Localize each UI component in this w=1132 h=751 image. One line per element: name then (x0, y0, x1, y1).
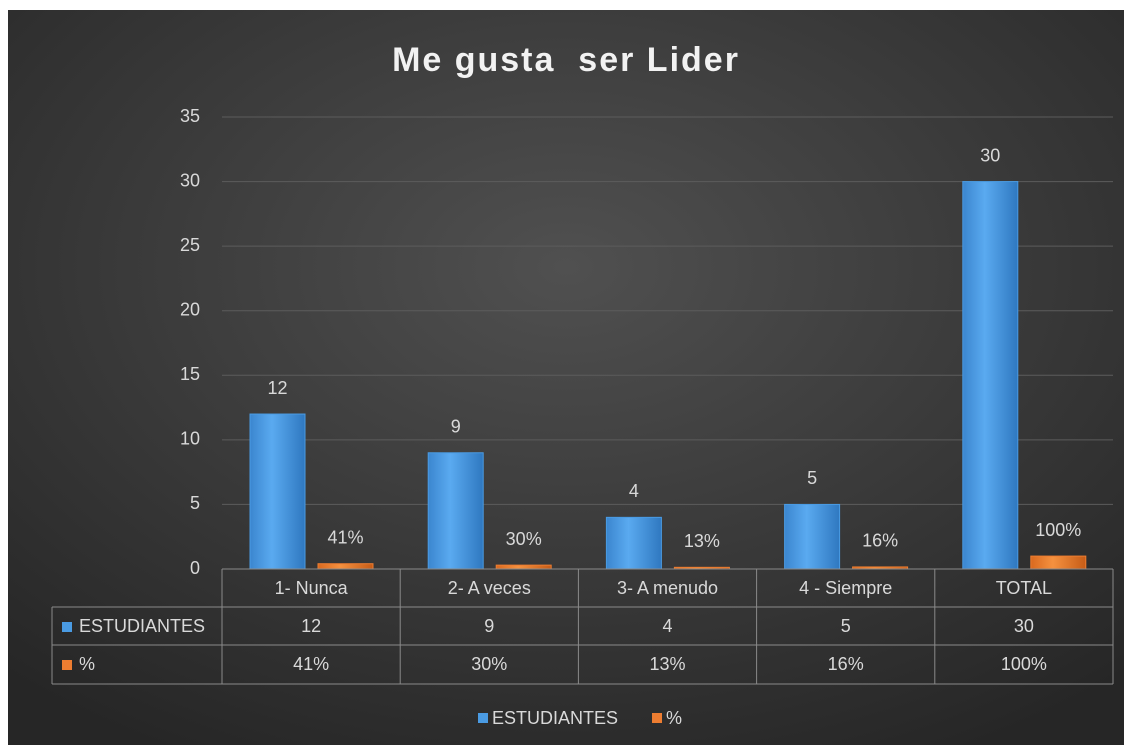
table-row-header: ESTUDIANTES (79, 616, 205, 636)
data-label: 9 (451, 417, 461, 437)
table-cell: 16% (828, 654, 864, 674)
y-tick-label: 25 (180, 235, 200, 255)
table-cell: 100% (1001, 654, 1047, 674)
bar (249, 413, 306, 570)
x-tick-label: TOTAL (996, 578, 1052, 598)
y-tick-label: 10 (180, 429, 200, 449)
y-tick-label: 35 (180, 106, 200, 126)
legend-key (478, 713, 488, 723)
data-label: 4 (629, 481, 639, 501)
table-cell: 30 (1014, 616, 1034, 636)
data-label: 30% (506, 529, 542, 549)
table-cell: 30% (471, 654, 507, 674)
y-tick-label: 30 (180, 170, 200, 190)
chart-background (8, 10, 1124, 745)
data-label: 12 (267, 378, 287, 398)
table-cell: 4 (662, 616, 672, 636)
data-label: 16% (862, 531, 898, 551)
table-cell: 12 (301, 616, 321, 636)
y-tick-label: 20 (180, 299, 200, 319)
y-tick-label: 0 (190, 558, 200, 578)
bar (317, 563, 374, 570)
legend-label: ESTUDIANTES (492, 708, 618, 728)
chart-title: Me gusta ser Lider (392, 41, 740, 79)
data-label: 30 (980, 145, 1000, 165)
table-cell: 5 (841, 616, 851, 636)
table-cell: 9 (484, 616, 494, 636)
table-cell: 13% (649, 654, 685, 674)
bar (427, 452, 484, 570)
x-tick-label: 4 - Siempre (799, 578, 892, 598)
table-cell: 41% (293, 654, 329, 674)
x-tick-label: 3- A menudo (617, 578, 718, 598)
bar (495, 564, 552, 570)
legend-key (652, 713, 662, 723)
y-tick-label: 5 (190, 493, 200, 513)
legend-label: % (666, 708, 682, 728)
bar (962, 181, 1019, 570)
bar (784, 503, 841, 570)
bar (605, 516, 662, 570)
table-row-header: % (79, 654, 95, 674)
x-tick-label: 1- Nunca (275, 578, 349, 598)
y-tick-label: 15 (180, 364, 200, 384)
data-label: 5 (807, 468, 817, 488)
bar (1030, 555, 1087, 570)
data-label: 100% (1035, 520, 1081, 540)
data-label: 41% (327, 527, 363, 547)
legend-key (62, 660, 72, 670)
x-tick-label: 2- A veces (448, 578, 531, 598)
legend-key (62, 622, 72, 632)
data-label: 13% (684, 531, 720, 551)
